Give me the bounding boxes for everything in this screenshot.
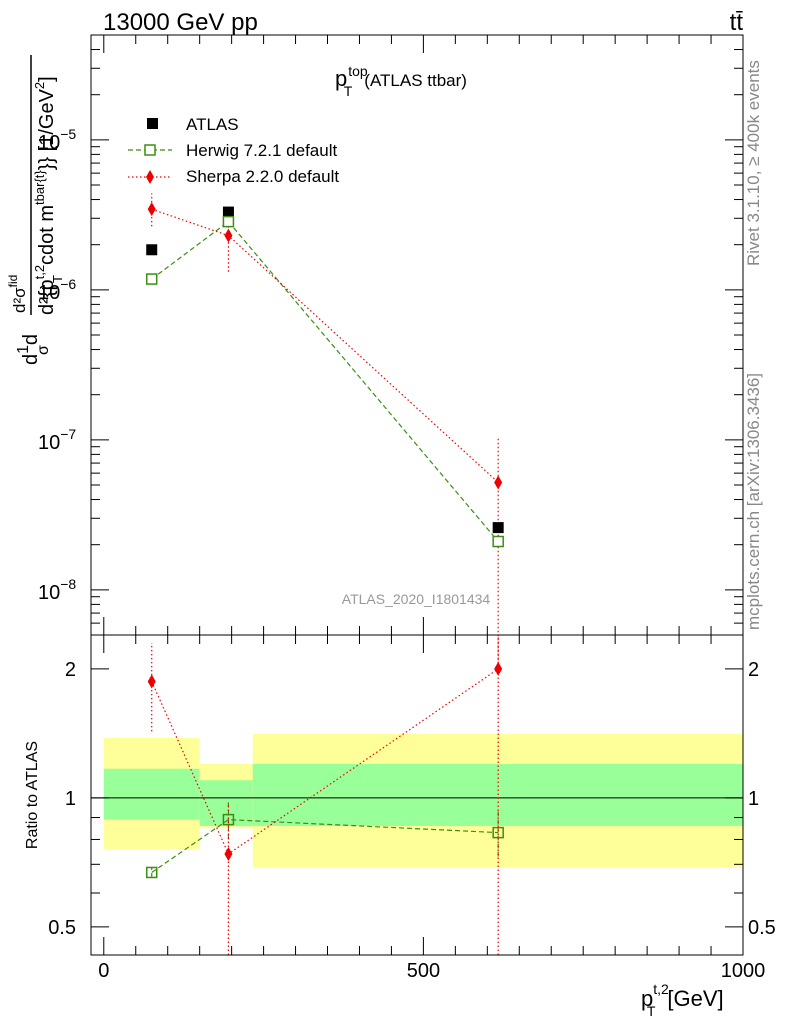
herwig-point <box>222 215 235 228</box>
herwig-line <box>151 220 499 542</box>
sherpa-ratio-point <box>494 661 503 676</box>
y-tick-label: 10−5 <box>38 126 76 154</box>
sherpa-ratio-point <box>224 846 233 861</box>
main-title: ptop T(ATLAS ttbar) <box>335 63 467 99</box>
ratio-y-tick-label-left: 0.5 <box>48 917 76 939</box>
atlas-point <box>146 244 158 256</box>
herwig-point <box>492 535 504 548</box>
legend-sherpa-marker <box>146 170 154 184</box>
ratio-panel-ticks: 0.5 0.5 1 1 2 2 0 500 1000 <box>48 635 776 982</box>
legend-atlas-marker <box>147 118 158 129</box>
herwig-point <box>145 273 158 285</box>
rivet-label: Rivet 3.1.10, ≥ 400k events <box>744 60 763 266</box>
legend-atlas-label: ATLAS <box>186 115 239 134</box>
ratio-panel-frame <box>90 634 744 956</box>
ratio-y-tick-label-right: 2 <box>748 659 759 681</box>
ratio-y-tick-label-left: 1 <box>65 788 76 810</box>
sherpa-point <box>494 475 503 490</box>
legend: ATLAS Herwig 7.2.1 default Sherpa 2.2.0 … <box>128 115 339 186</box>
legend-herwig-marker <box>144 144 156 156</box>
herwig-ratio-point <box>145 866 158 879</box>
ratio-y-tick-label-left: 2 <box>65 659 76 681</box>
herwig-ratio-line <box>151 819 499 873</box>
ratio-y-tick-label-right: 1 <box>748 788 759 810</box>
sherpa-point <box>147 202 156 217</box>
atlas-point <box>492 522 504 534</box>
legend-sherpa-label: Sherpa 2.2.0 default <box>186 167 339 186</box>
legend-herwig-label: Herwig 7.2.1 default <box>186 141 337 160</box>
x-axis-label: pt,2 T [GeV] <box>641 981 724 1019</box>
top-panel-ticks: 10−5 10−6 10−7 10−8 <box>38 34 744 636</box>
analysis-watermark: ATLAS_2020_I1801434 <box>342 591 491 607</box>
y-tick-label: 10−7 <box>38 426 76 454</box>
herwig-ratio-point <box>492 826 504 839</box>
x-tick-label: 500 <box>407 960 440 982</box>
x-tick-label: 1000 <box>721 960 766 982</box>
uncertainty-band-inner <box>199 780 253 827</box>
energy-label: 13000 GeV pp <box>103 9 258 36</box>
herwig-ratio-point <box>222 813 235 826</box>
ratio-y-axis-label: Ratio to ATLAS <box>24 741 41 849</box>
ratio-panel-data <box>145 635 504 955</box>
ratio-y-tick-label-right: 0.5 <box>748 917 776 939</box>
uncertainty-band-inner <box>103 768 200 820</box>
sherpa-ratio-point <box>147 674 156 689</box>
top-y-axis-label: d1 σd d²σfid d²{pt,2 Tcdot mtbar{t}}} [1/G… <box>6 55 65 365</box>
sherpa-point <box>224 228 233 243</box>
sherpa-line <box>151 208 499 483</box>
x-tick-label: 0 <box>98 960 109 982</box>
atlas-point <box>222 206 234 218</box>
svg-text:d²σfid: d²σfid <box>6 275 29 313</box>
y-tick-label: 10−8 <box>38 576 76 604</box>
top-panel-data <box>145 193 504 669</box>
y-tick-label: 10−6 <box>38 276 76 304</box>
process-label: tt̄ <box>730 9 744 36</box>
mcplots-label: mcplots.cern.ch [arXiv:1306.3436] <box>744 373 763 630</box>
